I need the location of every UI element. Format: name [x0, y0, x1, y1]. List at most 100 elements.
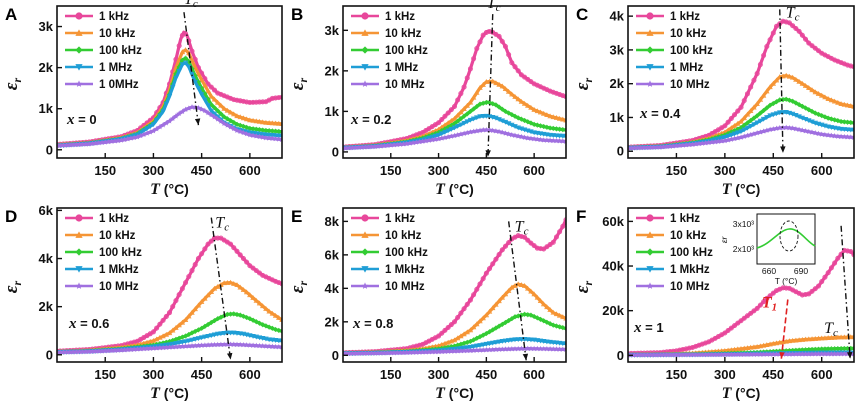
data-point	[493, 325, 499, 331]
legend-marker	[75, 266, 83, 273]
data-point	[809, 129, 815, 135]
y-axis-label-sub: r	[581, 280, 595, 285]
data-point	[802, 82, 809, 88]
data-point	[825, 335, 831, 341]
inset-xtick: 690	[794, 266, 808, 276]
data-point	[231, 119, 237, 126]
data-point	[163, 101, 169, 107]
composition-value: = 1	[642, 320, 664, 335]
data-point	[796, 78, 802, 84]
axis-frame	[627, 5, 855, 159]
y-axis-label-main: ε	[572, 82, 593, 90]
data-point	[828, 132, 835, 139]
data-point	[789, 125, 796, 131]
data-point	[754, 305, 760, 311]
data-point	[221, 330, 227, 336]
data-point	[202, 82, 208, 88]
data-point	[176, 43, 182, 49]
data-point	[512, 132, 518, 138]
inset-ytick: 3x10³	[733, 219, 754, 229]
x-tick-label: 150	[666, 367, 688, 382]
data-point	[553, 234, 559, 240]
series-1-kHz	[628, 247, 854, 357]
y-tick-label: 2k	[325, 314, 340, 329]
data-point	[480, 315, 486, 321]
panel-letter: E	[291, 207, 302, 226]
x-tick-label: 450	[191, 163, 213, 178]
data-point	[531, 291, 537, 297]
data-point	[757, 118, 764, 124]
legend-label: 10 MHz	[385, 281, 425, 293]
data-point	[234, 282, 240, 288]
data-point	[796, 102, 802, 108]
y-tick-label: 4k	[325, 281, 340, 296]
x-tick-label: 300	[428, 163, 450, 178]
data-point	[735, 130, 741, 136]
data-point	[445, 325, 451, 331]
data-point	[195, 70, 202, 76]
legend-marker	[361, 64, 369, 71]
x-axis-label: T (°C)	[722, 181, 761, 198]
data-point	[780, 110, 786, 116]
legend: 1 kHz 10 kHz 100 kHz 1 MHz 10 MHz	[351, 11, 428, 91]
data-point	[760, 116, 767, 122]
data-point	[182, 106, 189, 112]
data-point	[237, 284, 243, 290]
data-point	[767, 113, 773, 119]
y-axis-label-main: ε	[1, 285, 22, 293]
composition-var: x	[352, 316, 361, 332]
data-point	[435, 132, 442, 138]
data-point	[247, 292, 253, 298]
x-axis-label-var: T	[435, 181, 446, 198]
legend-label: 1 kHz	[99, 213, 129, 225]
legend-marker	[75, 248, 83, 256]
data-point	[170, 341, 176, 347]
data-point	[790, 23, 796, 29]
data-point	[464, 75, 470, 81]
data-point	[848, 334, 854, 340]
data-point	[773, 77, 780, 83]
y-tick-label: 4k	[610, 9, 625, 24]
data-point	[531, 135, 537, 142]
data-point	[537, 109, 544, 115]
data-point	[525, 285, 531, 291]
data-point	[458, 91, 464, 97]
data-point	[828, 334, 835, 340]
data-point	[744, 132, 751, 139]
data-point	[524, 135, 531, 141]
data-point	[227, 279, 234, 285]
legend-label: 100 kHz	[99, 45, 142, 57]
data-point	[461, 113, 467, 119]
legend-label: 100 kHz	[99, 247, 142, 259]
data-point	[738, 118, 744, 124]
data-point	[531, 106, 537, 112]
data-point	[489, 127, 496, 134]
legend-label: 1 0MHz	[99, 79, 139, 91]
data-point	[160, 109, 166, 115]
legend-marker	[646, 12, 654, 20]
data-point	[470, 324, 477, 330]
data-point	[809, 87, 815, 93]
x-tick-label: 150	[94, 367, 116, 382]
data-point	[176, 292, 182, 298]
tc-label-sub: c	[524, 225, 529, 237]
data-point	[741, 127, 747, 133]
data-point	[490, 78, 496, 84]
data-point	[240, 123, 247, 129]
legend-marker	[361, 231, 369, 238]
data-point	[474, 321, 480, 327]
data-point	[493, 301, 499, 307]
legend-label: 1 kHz	[385, 11, 415, 23]
data-point	[436, 333, 442, 339]
data-point	[838, 334, 844, 340]
data-point	[796, 28, 802, 34]
x-tick-label: 150	[666, 163, 688, 178]
data-point	[748, 84, 754, 90]
data-point	[509, 316, 515, 322]
data-point	[173, 298, 179, 304]
x-tick-label: 450	[762, 367, 784, 382]
inset-xlabel: T (°C)	[775, 276, 798, 286]
x-tick-label: 450	[476, 163, 498, 178]
tc-label: Tc	[824, 320, 838, 339]
legend-label: 10 MHz	[670, 79, 710, 91]
